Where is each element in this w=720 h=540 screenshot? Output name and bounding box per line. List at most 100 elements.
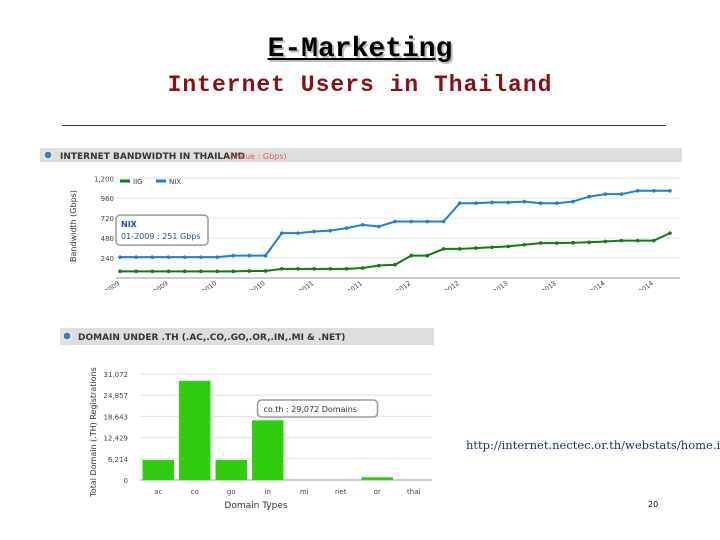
data-point <box>635 188 640 193</box>
data-point <box>668 231 672 235</box>
tooltip-value: 01-2009 : 251 Gbps <box>121 232 201 241</box>
tooltip-box <box>115 214 209 246</box>
data-point <box>619 192 624 196</box>
slide-title: E-Marketing <box>267 34 453 65</box>
data-point <box>199 269 203 274</box>
x-tick-label: go <box>227 488 236 496</box>
data-point <box>457 201 462 206</box>
data-point <box>328 228 333 233</box>
data-point <box>490 200 494 205</box>
tooltip-value: co.th : 29,072 Domains <box>264 405 357 414</box>
data-point <box>279 267 284 271</box>
bar-ac <box>142 459 174 480</box>
y-tick-label: 12,429 <box>104 435 129 443</box>
y-tick-label: 31,072 <box>104 371 129 379</box>
data-point <box>118 255 122 259</box>
data-point <box>522 242 527 247</box>
bandwidth-chart-unit: (Value : Gbps) <box>230 152 287 161</box>
data-point <box>312 229 316 234</box>
x-tick-label: 01-2011 <box>289 279 315 290</box>
data-point <box>409 253 413 258</box>
legend-label: IIG <box>133 178 143 186</box>
data-point <box>344 226 349 230</box>
data-point <box>587 240 591 245</box>
data-point <box>538 201 543 206</box>
x-tick-label: 01-2012 <box>386 279 412 290</box>
data-point <box>619 238 624 243</box>
y-tick-label: 18,643 <box>104 413 129 421</box>
data-point <box>215 255 219 259</box>
data-point <box>182 269 187 274</box>
x-tick-label: 01-2010 <box>192 279 218 290</box>
legend-label: NIX <box>169 178 181 186</box>
data-point <box>603 239 608 244</box>
data-point <box>263 253 268 258</box>
data-point <box>182 255 187 259</box>
data-point <box>360 266 365 270</box>
x-tick-label: 07-2011 <box>338 279 364 290</box>
data-point <box>247 269 252 273</box>
data-point <box>263 269 268 273</box>
title-divider <box>62 125 666 126</box>
data-point <box>506 200 511 205</box>
bar-go <box>215 459 247 480</box>
y-tick-label: 1,200 <box>94 175 114 183</box>
data-point <box>587 194 591 199</box>
domain-chart-title: DOMAIN UNDER .TH (.AC,.CO,.GO,.OR,.IN,.M… <box>78 333 345 343</box>
data-point <box>377 263 381 268</box>
data-point <box>425 253 430 258</box>
data-point <box>441 219 446 224</box>
data-point <box>538 241 543 245</box>
x-tick-label: 07-2012 <box>435 279 461 290</box>
bandwidth-y-axis-label: Bandwidth (Gbps) <box>69 190 78 262</box>
bandwidth-line-chart: INTERNET BANDWIDTH IN THAILAND (Value : … <box>40 148 682 290</box>
data-point <box>247 253 252 258</box>
data-point <box>506 244 511 249</box>
data-point <box>635 238 640 243</box>
info-bullet-icon <box>43 150 53 160</box>
y-tick-label: 240 <box>101 255 114 263</box>
data-point <box>457 247 462 251</box>
x-tick-label: thai <box>407 488 420 496</box>
page-number: 20 <box>648 500 659 509</box>
y-tick-label: 720 <box>101 215 114 223</box>
data-point <box>490 245 494 250</box>
bar-co <box>179 380 211 480</box>
y-tick-label: 24,857 <box>104 392 129 400</box>
data-point <box>344 267 349 271</box>
data-point <box>474 246 478 250</box>
x-tick-label: 01-2013 <box>483 279 509 290</box>
source-url: http://internet.nectec.or.th/webstats/ho… <box>466 438 720 452</box>
x-tick-label: in <box>265 488 271 496</box>
data-point <box>134 255 138 259</box>
data-point <box>150 255 155 259</box>
domain-header-bar <box>60 328 434 345</box>
data-point <box>409 219 413 224</box>
data-point <box>554 201 559 206</box>
data-point <box>231 253 236 258</box>
x-tick-label: 07-2014 <box>629 279 655 290</box>
data-point <box>425 219 430 224</box>
domain-y-axis-label: Total Domain (.TH) Registrations <box>89 367 98 497</box>
x-tick-label: mi <box>300 488 309 496</box>
data-point <box>134 269 138 274</box>
data-point <box>166 255 171 259</box>
data-point <box>571 199 575 204</box>
tooltip-box <box>256 399 379 418</box>
data-point <box>150 269 155 274</box>
bar-in <box>252 420 284 480</box>
domain-x-axis-label: Domain Types <box>224 501 287 511</box>
slide-subtitle: Internet Users in Thailand <box>167 72 553 98</box>
x-tick-label: ac <box>154 488 162 496</box>
bandwidth-chart-title: INTERNET BANDWIDTH IN THAILAND <box>60 152 245 162</box>
data-point <box>166 269 171 274</box>
x-tick-label: 07-2010 <box>240 279 266 290</box>
data-point <box>571 240 575 245</box>
data-point <box>296 267 300 271</box>
x-tick-label: 01-2009 <box>95 279 121 290</box>
data-point <box>312 267 316 271</box>
x-tick-label: or <box>374 488 381 496</box>
tooltip-series: NIX <box>121 220 138 229</box>
data-point <box>118 269 122 274</box>
data-point <box>474 201 478 206</box>
